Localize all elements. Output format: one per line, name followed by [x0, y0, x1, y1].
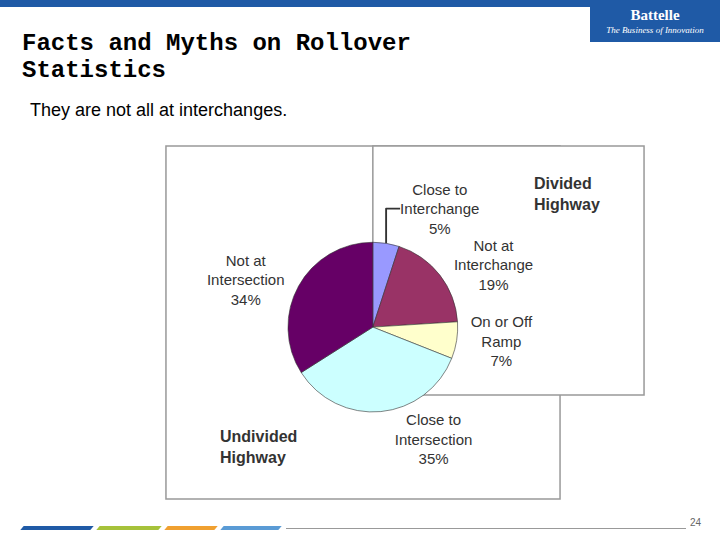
svg-text:Close toIntersection35%: Close toIntersection35% — [395, 411, 473, 467]
html-text:They are not all at interchang: They are not all at interchanges. — [30, 100, 288, 120]
svg-text:Close toInterchange5%: Close toInterchange5% — [400, 181, 479, 237]
svg-text:Not atInterchange19%: Not atInterchange19% — [454, 237, 533, 293]
svg-text:DividedHighway: DividedHighway — [534, 175, 600, 213]
html-text:24: 24 — [690, 517, 702, 528]
html-text:The Business of Innovation: The Business of Innovation — [606, 25, 704, 35]
svg-text:Not atIntersection34%: Not atIntersection34% — [207, 252, 285, 308]
svg-text:On or OffRamp7%: On or OffRamp7% — [471, 313, 533, 369]
svg-text:UndividedHighway: UndividedHighway — [220, 428, 297, 466]
html-text:Battelle: Battelle — [630, 7, 680, 23]
html-text:Facts and Myths on Rollover St: Facts and Myths on Rollover Statistics — [22, 30, 411, 84]
